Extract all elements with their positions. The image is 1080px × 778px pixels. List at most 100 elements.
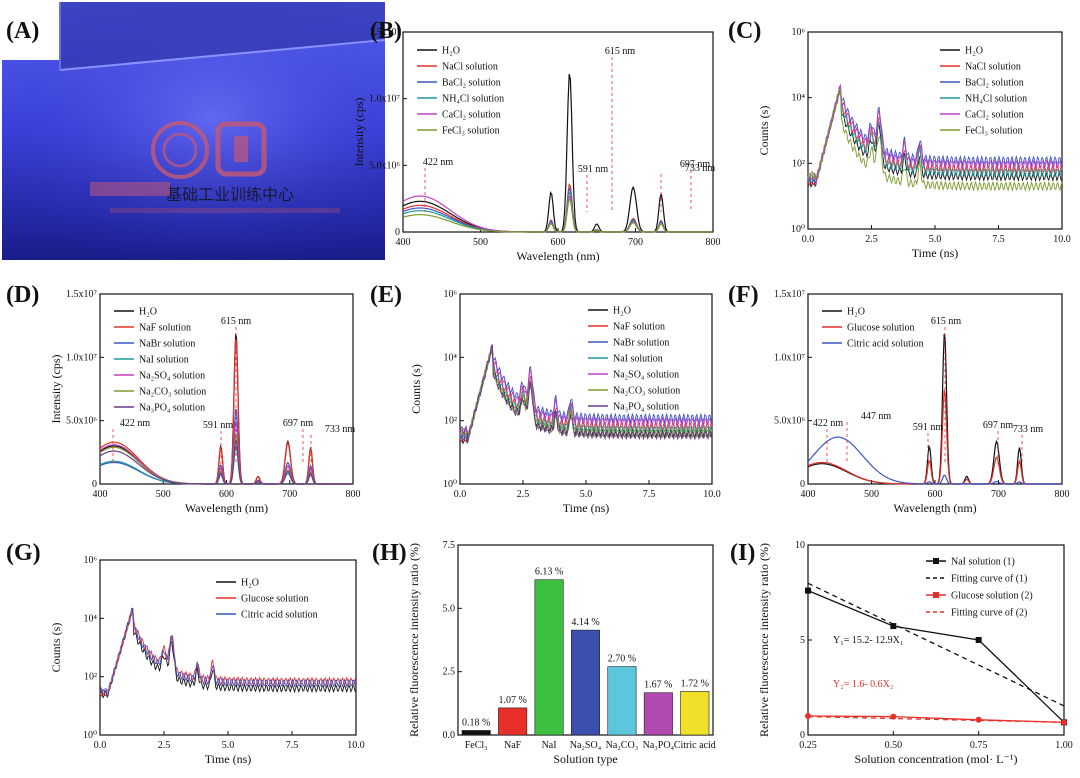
y-axis-title: Intensity (cps) bbox=[352, 98, 366, 167]
bar-category-label: Na₂SO₄ bbox=[570, 740, 602, 751]
y-axis-title: Relative fluorescence intensity ratio (%… bbox=[407, 543, 421, 737]
panel-label-e: (E) bbox=[370, 282, 402, 308]
legend-label: Na₂CO₃ solution bbox=[139, 387, 206, 398]
y-tick-label: 0 bbox=[395, 227, 400, 238]
x-tick-label: 500 bbox=[156, 489, 171, 500]
x-tick-label: 2.5 bbox=[865, 234, 878, 245]
bar-value-label: 0.18 % bbox=[462, 717, 490, 728]
legend-label: NaI solution bbox=[613, 354, 663, 365]
x-tick-label: 700 bbox=[282, 489, 297, 500]
series-line-6 bbox=[99, 438, 353, 485]
decay-line-4 bbox=[807, 83, 1063, 185]
decay-line-2 bbox=[807, 85, 1063, 187]
x-axis-title: Solution concentration (mol· L⁻¹) bbox=[855, 752, 1018, 766]
x-tick-label: 600 bbox=[928, 489, 943, 500]
x-tick-label: 700 bbox=[628, 237, 643, 248]
chart-f: 400 500 600 700 800 0 5.0x10⁶ 1.0x10⁷ 1.5x10⁷ Wav… bbox=[774, 289, 1070, 515]
legend-label: H₂O bbox=[965, 46, 983, 57]
panel-label-i: (I) bbox=[730, 540, 755, 566]
y-tick-label: 10 bbox=[795, 540, 805, 551]
y-tick-label: 1.5x10⁷ bbox=[774, 289, 806, 300]
series-line-1 bbox=[807, 582, 1065, 707]
peak-annotation: 615 nm bbox=[605, 46, 636, 57]
peak-annotation: 591 nm bbox=[203, 420, 234, 431]
legend-label: NaCl solution bbox=[965, 62, 1021, 73]
legend-label: NaBr solution bbox=[139, 339, 195, 350]
y-tick-label: 10² bbox=[792, 158, 805, 169]
y-axis-title: Counts (s) bbox=[757, 106, 771, 156]
series-line-1 bbox=[402, 183, 713, 233]
chart-i: 0.25 0.50 0.75 1.00 0 5 10 Solution concentrati… bbox=[757, 540, 1073, 766]
emblem-logo-icon bbox=[215, 121, 267, 177]
y-tick-label: 10⁴ bbox=[84, 613, 98, 624]
x-tick-label: 10.0 bbox=[1053, 234, 1071, 245]
x-tick-label: 10.0 bbox=[703, 489, 721, 500]
peak-annotation: 422 nm bbox=[120, 418, 151, 429]
panel-label-h: (H) bbox=[372, 540, 407, 566]
x-tick-label: 2.5 bbox=[158, 740, 171, 751]
peak-annotation: 615 nm bbox=[221, 316, 252, 327]
equation-1: Y₁= 15.2- 12.9X₁ bbox=[833, 635, 903, 646]
legend-label: NaBr solution bbox=[613, 338, 669, 349]
y-tick-label: 5.0x10⁶ bbox=[66, 416, 98, 427]
x-axis-title: Wavelength (nm) bbox=[516, 249, 599, 263]
y-tick-label: 1.0x10⁷ bbox=[369, 94, 401, 105]
y-tick-label: 1.5x10⁷ bbox=[369, 27, 401, 38]
emblem-circle-icon bbox=[151, 121, 209, 179]
data-point bbox=[805, 713, 811, 719]
decay-line-6 bbox=[459, 344, 713, 442]
decay-line-5 bbox=[459, 348, 713, 439]
legend-label: Na₂SO₄ solution bbox=[139, 371, 205, 382]
panel-label-c: (C) bbox=[728, 18, 761, 44]
x-axis-title: Wavelength (nm) bbox=[185, 501, 268, 515]
legend-label: NH₄Cl solution bbox=[442, 94, 504, 105]
y-tick-label: 5 bbox=[800, 635, 805, 646]
panel-label-b: (B) bbox=[370, 18, 402, 44]
x-tick-label: 0.25 bbox=[799, 740, 817, 751]
x-tick-label: 0.75 bbox=[970, 740, 988, 751]
bar-5 bbox=[643, 692, 673, 736]
decay-line-1 bbox=[459, 346, 713, 444]
x-tick-label: 600 bbox=[219, 489, 234, 500]
peak-annotation: 591 nm bbox=[578, 164, 609, 175]
plot-frame bbox=[99, 559, 357, 736]
peak-annotation: 591 nm bbox=[913, 422, 944, 433]
peak-annotation: 733 nm bbox=[1013, 424, 1044, 435]
y-tick-label: 5.0x10⁶ bbox=[774, 416, 806, 427]
bar-4 bbox=[607, 666, 637, 736]
bar-category-label: Citric acid bbox=[674, 740, 716, 751]
peak-annotation: 697 nm bbox=[680, 159, 711, 170]
legend-label: BaCl₂ solution bbox=[442, 78, 501, 89]
y-tick-label: 0 bbox=[800, 479, 805, 490]
y-tick-label: 1.0x10⁷ bbox=[774, 352, 806, 363]
legend-label: Fitting curve of (2) bbox=[951, 608, 1027, 619]
x-tick-label: 400 bbox=[801, 489, 816, 500]
legend-label: Glucose solution bbox=[847, 323, 915, 334]
legend-label: Na₂CO₃ solution bbox=[613, 386, 680, 397]
legend-label: CaCl₂ solution bbox=[965, 110, 1024, 121]
y-axis-title: Counts (s) bbox=[49, 623, 63, 673]
chart-h: 0.0 2.5 5.0 7.5 Solution type Relative fluore… bbox=[407, 540, 716, 766]
series-line-2 bbox=[807, 715, 1065, 723]
legend-label: H₂O bbox=[139, 307, 157, 318]
x-axis-title: Solution type bbox=[553, 752, 617, 766]
y-tick-label: 0.0 bbox=[443, 730, 456, 741]
y-tick-label: 5.0 bbox=[443, 603, 456, 614]
legend-label: Na₂SO₄ solution bbox=[613, 370, 679, 381]
legend-label: CaCl₂ solution bbox=[442, 110, 501, 121]
legend-marker bbox=[933, 558, 939, 564]
x-tick-label: 1.00 bbox=[1055, 740, 1073, 751]
legend-marker bbox=[933, 592, 939, 598]
peak-annotation: 422 nm bbox=[423, 157, 454, 168]
x-tick-label: 500 bbox=[864, 489, 879, 500]
y-tick-label: 10⁴ bbox=[444, 352, 458, 363]
series-line-1 bbox=[99, 338, 353, 485]
series-line-3 bbox=[807, 715, 1065, 723]
panel-label-f: (F) bbox=[728, 282, 759, 308]
x-axis-title: Wavelength (nm) bbox=[893, 501, 976, 515]
x-tick-label: 10.0 bbox=[347, 740, 365, 751]
series-line-1 bbox=[807, 390, 1062, 485]
y-tick-label: 10² bbox=[84, 672, 97, 683]
bar-category-label: Na₂CO₃ bbox=[606, 740, 639, 751]
